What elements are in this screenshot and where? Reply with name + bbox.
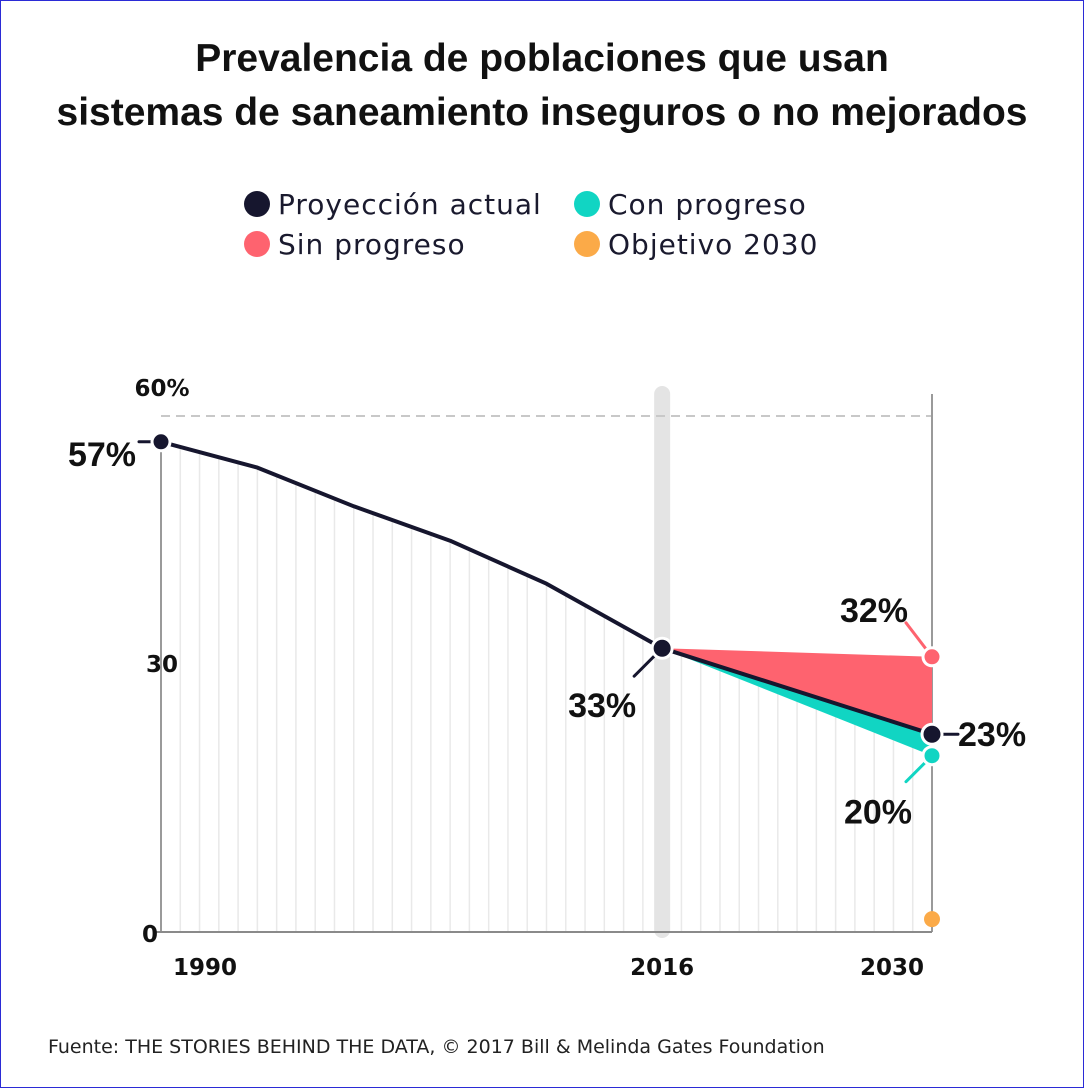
point-2016 xyxy=(650,636,674,660)
data-label: 57% xyxy=(68,436,136,474)
data-label: 20% xyxy=(844,794,912,832)
point-2030-progress xyxy=(921,745,943,767)
y-tick-label: 0 xyxy=(142,922,158,948)
legend-label-current: Proyección actual xyxy=(278,187,542,221)
point-2030-current xyxy=(920,722,944,746)
legend-label-target: Objetivo 2030 xyxy=(608,227,819,261)
x-tick-label: 2030 xyxy=(860,955,924,981)
legend-item-progress: Con progreso xyxy=(574,186,807,222)
progress-area xyxy=(662,648,932,756)
point-1990 xyxy=(150,431,172,453)
y-tick-label: 60% xyxy=(134,376,189,402)
gridlines xyxy=(179,446,914,932)
legend-swatch-current xyxy=(244,191,270,217)
legend-item-target: Objetivo 2030 xyxy=(574,226,818,262)
legend-label-no-progress: Sin progreso xyxy=(278,227,466,261)
chart-title-line-2: sistemas de saneamiento inseguros o no m… xyxy=(56,91,1028,134)
data-label: 23% xyxy=(958,716,1026,754)
y-tick-label: 30 xyxy=(146,652,178,678)
data-label: 32% xyxy=(840,592,908,630)
data-labels: 57% 33% 32% 23% 20% xyxy=(68,436,1026,832)
legend-swatch-no-progress xyxy=(244,231,270,257)
legend-swatch-progress xyxy=(574,191,600,217)
data-points xyxy=(150,431,944,928)
legend-swatch-target xyxy=(574,231,600,257)
legend-item-current: Proyección actual xyxy=(244,186,542,222)
point-2030-target xyxy=(924,911,940,928)
tick-labels: 0 30 60% 1990 2016 2030 xyxy=(134,376,924,981)
x-tick-label: 2016 xyxy=(630,955,694,981)
legend-label-progress: Con progreso xyxy=(608,187,807,221)
legend-item-no-progress: Sin progreso xyxy=(244,226,466,262)
point-2030-no-progress xyxy=(921,646,943,668)
chart-title-line-1: Prevalencia de poblaciones que usan xyxy=(195,37,889,80)
x-tick-label: 1990 xyxy=(173,955,237,981)
source-note: Fuente: THE STORIES BEHIND THE DATA, © 2… xyxy=(48,1036,825,1058)
chart-title: Prevalencia de poblaciones que usan sist… xyxy=(0,32,1084,140)
data-label: 33% xyxy=(568,687,636,725)
year-2016-band xyxy=(654,386,671,938)
